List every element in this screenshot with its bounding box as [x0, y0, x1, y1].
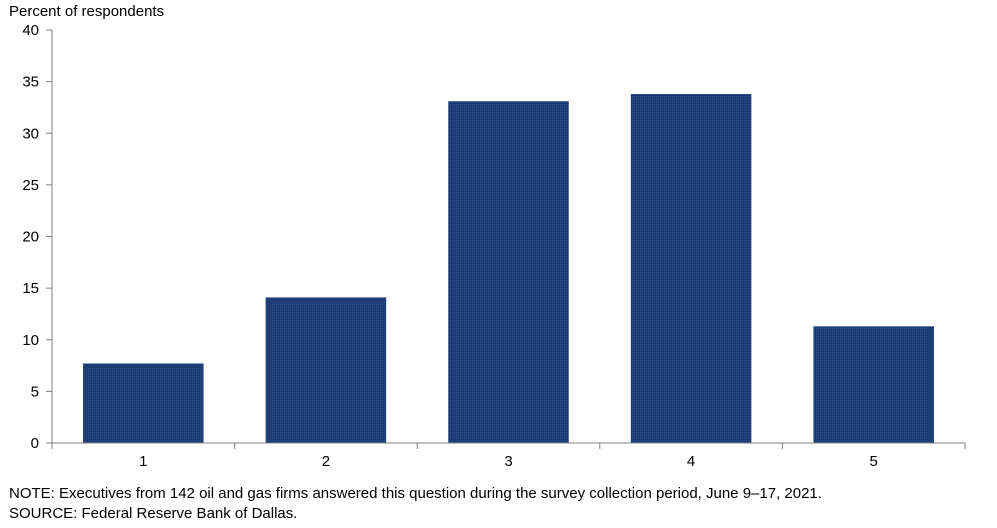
- y-tick-label: 0: [31, 435, 39, 452]
- footnote-note: NOTE: Executives from 142 oil and gas fi…: [9, 485, 822, 502]
- footnote-source: SOURCE: Federal Reserve Bank of Dallas.: [9, 505, 298, 522]
- y-axis-ticks: 0 5 10 15 20 25 30 35 40: [22, 22, 52, 452]
- y-tick-label: 35: [22, 74, 39, 91]
- y-axis-title: Percent of respondents: [9, 3, 164, 20]
- x-tick-label: 4: [687, 453, 695, 470]
- y-tick-label: 30: [22, 125, 39, 142]
- x-tick-label: 1: [139, 453, 147, 470]
- y-tick-label: 20: [22, 229, 39, 246]
- y-tick-label: 25: [22, 177, 39, 194]
- y-tick-label: 15: [22, 280, 39, 297]
- bar-4: [630, 94, 752, 443]
- x-tick-label: 3: [504, 453, 512, 470]
- bars: [83, 94, 934, 444]
- x-tick-label: 2: [322, 453, 330, 470]
- y-tick-label: 40: [22, 22, 39, 39]
- y-tick-label: 5: [31, 383, 39, 400]
- bar-1: [83, 363, 204, 443]
- x-tick-label: 5: [870, 453, 878, 470]
- y-tick-label: 10: [22, 332, 39, 349]
- bar-2: [265, 297, 387, 443]
- bar-3: [448, 101, 569, 444]
- x-axis-ticks: 1 2 3 4 5: [51, 443, 966, 470]
- bar-5: [813, 326, 934, 443]
